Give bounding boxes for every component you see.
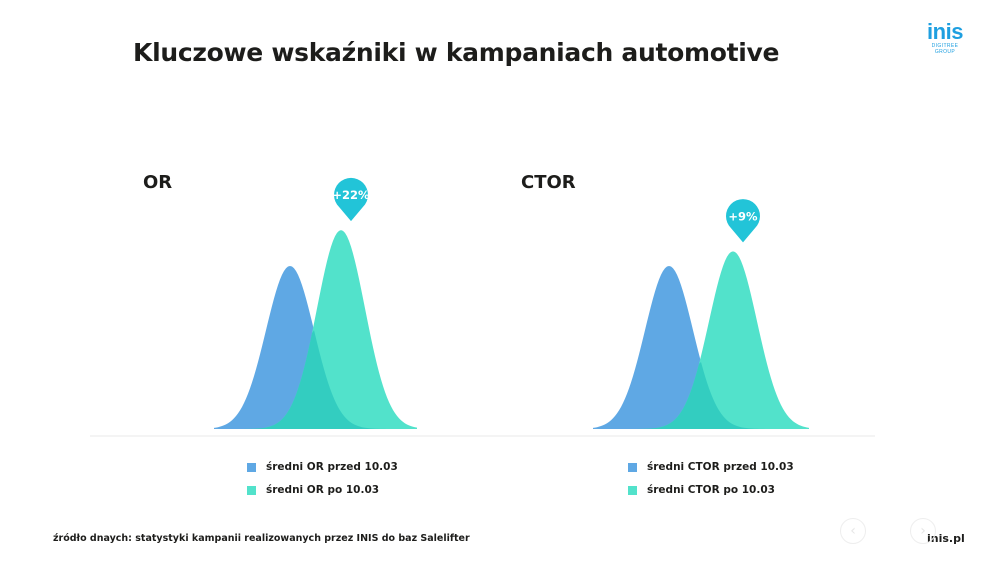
legend-item: średni CTOR przed 10.03	[628, 460, 794, 474]
ctor-legend: średni CTOR przed 10.03 średni CTOR po 1…	[628, 460, 794, 506]
legend-item: średni CTOR po 10.03	[628, 483, 794, 497]
or-legend: średni OR przed 10.03 średni OR po 10.03	[247, 460, 398, 506]
legend-label: średni CTOR po 10.03	[647, 484, 775, 496]
overlap-area	[593, 361, 809, 429]
chevron-right-icon: ›	[920, 523, 926, 539]
chart-label-ctor: CTOR	[521, 172, 576, 193]
chart-label-or: OR	[143, 172, 173, 193]
page-title: Kluczowe wskaźniki w kampaniach automoti…	[133, 38, 780, 67]
legend-item: średni OR przed 10.03	[247, 460, 398, 474]
inis-logo[interactable]: inis DIGITREE GROUP	[922, 19, 968, 56]
legend-label: średni OR przed 10.03	[266, 461, 398, 473]
logo-subtitle: DIGITREE GROUP	[931, 43, 959, 55]
legend-swatch-before	[247, 462, 256, 472]
change-badge-label: +9%	[728, 209, 758, 223]
legend-swatch-before	[628, 462, 637, 472]
or-chart: +22%	[214, 177, 417, 429]
change-badge	[334, 177, 368, 222]
source-note: źródło dnaych: statystyki kampanii reali…	[53, 533, 470, 544]
logo-word: inis	[927, 19, 963, 44]
change-badge	[725, 199, 760, 243]
legend-swatch-after	[247, 485, 256, 495]
change-badge-label: +22%	[332, 188, 370, 202]
legend-item: średni OR po 10.03	[247, 483, 398, 497]
legend-label: średni CTOR przed 10.03	[647, 461, 794, 473]
chevron-left-icon: ‹	[850, 523, 856, 539]
next-slide-button[interactable]: ›	[910, 518, 936, 544]
legend-swatch-after	[628, 485, 637, 495]
site-link[interactable]: inis.pl	[927, 532, 965, 545]
legend-label: średni OR po 10.03	[266, 484, 380, 496]
ctor-chart: +9%	[593, 199, 809, 429]
prev-slide-button[interactable]: ‹	[840, 518, 866, 544]
overlap-area	[214, 330, 417, 429]
